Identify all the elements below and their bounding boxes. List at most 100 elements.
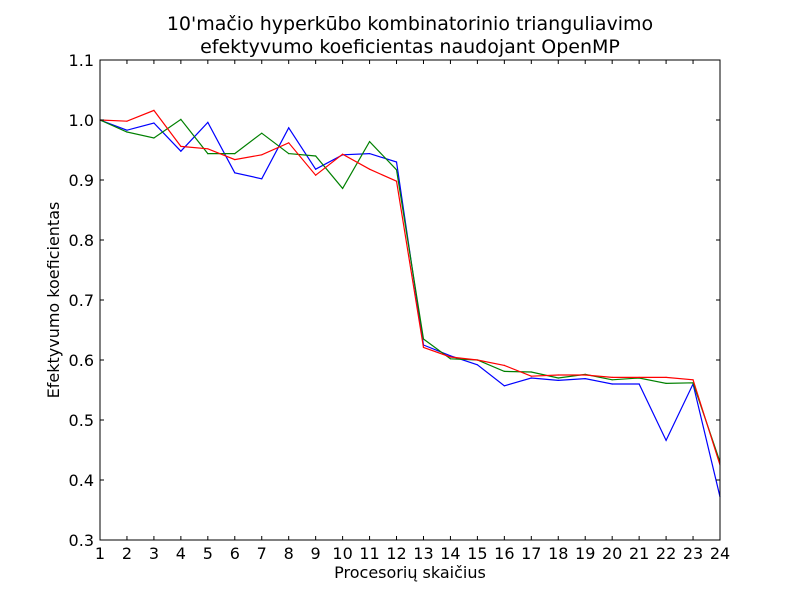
x-tick-label-10: 10: [332, 544, 352, 563]
series-2-point-3: [153, 137, 155, 139]
series-1-point-7: [261, 178, 263, 180]
series-3-point-20: [611, 376, 613, 378]
series-3-point-6: [234, 159, 236, 161]
y-tick-label-0.3: 0.3: [69, 531, 94, 550]
x-tick-label-16: 16: [494, 544, 514, 563]
x-tick-label-18: 18: [548, 544, 568, 563]
x-tick-label-1: 1: [95, 544, 105, 563]
series-3-point-15: [476, 359, 478, 361]
series-1-point-6: [234, 172, 236, 174]
x-tick-label-5: 5: [203, 544, 213, 563]
series-3-point-22: [665, 376, 667, 378]
series-2-point-9: [315, 155, 317, 157]
series-2-point-12: [395, 169, 398, 171]
series-2-point-16: [503, 370, 505, 372]
series-2-point-18: [557, 377, 559, 379]
series-2-point-7: [261, 132, 263, 134]
series-1-point-4: [180, 150, 182, 152]
series-3-point-10: [342, 153, 344, 155]
series-3-point-3: [153, 109, 155, 111]
series-3-point-14: [449, 356, 452, 358]
x-tick-label-23: 23: [683, 544, 703, 563]
x-tick-label-9: 9: [311, 544, 321, 563]
series-1-point-2: [126, 129, 128, 131]
series-2-point-8: [288, 153, 290, 155]
series-1-point-15: [476, 364, 478, 366]
series-3-point-12: [395, 180, 398, 182]
series-2-point-6: [234, 153, 236, 155]
series-3-point-11: [368, 168, 371, 170]
x-tick-label-11: 11: [359, 544, 379, 563]
series-1-point-20: [611, 383, 613, 385]
y-tick-label-0.9: 0.9: [69, 171, 94, 190]
series-3-point-7: [261, 154, 263, 156]
y-tick-label-0.5: 0.5: [69, 411, 94, 430]
x-tick-label-8: 8: [284, 544, 294, 563]
series-1-point-9: [315, 168, 317, 170]
y-tick-label-1.1: 1.1: [69, 51, 94, 70]
series-3-point-18: [557, 374, 559, 376]
series-3-point-5: [207, 148, 209, 150]
series-group: [99, 109, 721, 498]
series-2-point-10: [342, 187, 344, 189]
x-tick-label-6: 6: [230, 544, 240, 563]
x-tick-label-19: 19: [575, 544, 595, 563]
x-tick-label-22: 22: [656, 544, 676, 563]
x-tick-label-24: 24: [710, 544, 730, 563]
series-1-point-14: [449, 355, 452, 357]
series-1-point-22: [665, 439, 667, 441]
x-tick-label-3: 3: [149, 544, 159, 563]
series-2-point-20: [611, 379, 613, 381]
series-2-point-5: [207, 153, 209, 155]
series-line-3: [99, 109, 721, 466]
y-tick-label-0.7: 0.7: [69, 291, 94, 310]
plot-area-frame: [99, 59, 721, 541]
x-tick-label-2: 2: [122, 544, 132, 563]
x-tick-label-21: 21: [629, 544, 649, 563]
series-2-point-4: [180, 118, 182, 120]
x-tick-label-13: 13: [413, 544, 433, 563]
x-tick-label-7: 7: [257, 544, 267, 563]
x-tick-label-4: 4: [176, 544, 186, 563]
series-2-point-13: [422, 338, 425, 340]
series-1-point-3: [153, 122, 155, 124]
x-tick-label-14: 14: [440, 544, 460, 563]
ticks-group: 1 2 3 4 5 6 7 8 9 10 11 12 13 14 15 16 17 18 19 20 21 22 23 240…: [69, 51, 731, 563]
x-tick-label-20: 20: [602, 544, 622, 563]
chart-title-line-2: efektyvumo koeficientas naudojant OpenMP: [200, 36, 620, 58]
series-1-point-19: [584, 378, 586, 380]
series-3-point-4: [180, 145, 182, 147]
series-2-point-14: [449, 358, 452, 360]
series-1-point-11: [368, 153, 371, 155]
chart-title-line-1: 10'mačio hyperkūbo kombinatorinio triang…: [167, 13, 653, 35]
series-1-point-5: [207, 121, 209, 123]
y-tick-label-0.6: 0.6: [69, 351, 94, 370]
series-1-point-12: [395, 161, 398, 163]
y-tick-label-0.4: 0.4: [69, 471, 94, 490]
y-tick-label-0.8: 0.8: [69, 231, 94, 250]
series-2-point-2: [126, 131, 128, 133]
y-axis-label: Efektyvumo koeficientas: [44, 202, 63, 399]
series-2-point-22: [665, 382, 667, 384]
series-2-point-11: [368, 141, 371, 143]
x-tick-label-15: 15: [467, 544, 487, 563]
x-tick-label-17: 17: [521, 544, 541, 563]
series-1-point-16: [503, 385, 505, 387]
series-3-point-2: [126, 120, 128, 122]
series-3-point-16: [503, 364, 505, 366]
series-1-point-21: [638, 383, 640, 385]
y-tick-label-1.0: 1.0: [69, 111, 94, 130]
series-3-point-19: [584, 374, 586, 376]
series-1-point-18: [557, 379, 559, 381]
x-axis-label: Procesorių skaičius: [334, 563, 486, 582]
series-3-point-13: [422, 346, 425, 348]
series-3-point-8: [288, 142, 290, 144]
series-1-point-8: [288, 127, 290, 129]
series-1-point-17: [530, 377, 532, 379]
x-tick-label-12: 12: [386, 544, 406, 563]
series-3-point-17: [530, 375, 532, 377]
series-2-point-17: [530, 371, 532, 373]
series-3-point-9: [315, 174, 317, 176]
